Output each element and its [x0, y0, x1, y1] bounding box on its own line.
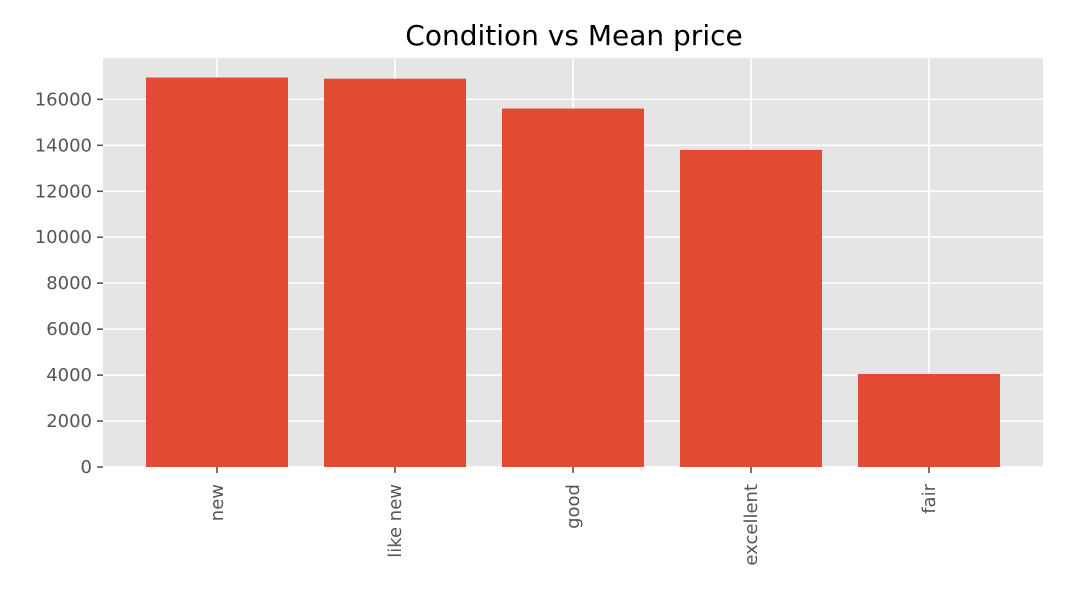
x-axis: new like new good excellent fair [207, 467, 940, 566]
bar-fair [858, 373, 1000, 467]
bar-excellent [680, 149, 822, 468]
x-tick-label: excellent [741, 484, 762, 566]
y-tick-label: 0 [81, 457, 92, 478]
y-tick-label: 2000 [46, 411, 92, 432]
y-tick-label: 4000 [46, 365, 92, 386]
y-tick-label: 14000 [35, 135, 92, 156]
bar-good [502, 108, 644, 467]
x-tick-label: like new [385, 484, 406, 558]
y-tick-label: 10000 [35, 227, 92, 248]
y-tick-label: 12000 [35, 181, 92, 202]
bar-like-new [324, 78, 466, 467]
bar-new [146, 77, 288, 468]
bars [146, 77, 1000, 468]
y-tick-label: 16000 [35, 89, 92, 110]
x-tick-label: good [563, 484, 584, 529]
y-tick-label: 6000 [46, 319, 92, 340]
x-tick-label: new [207, 484, 228, 521]
x-tick-label: fair [919, 483, 940, 513]
y-axis: 0 2000 4000 6000 8000 10000 12000 14000 16000 [35, 89, 103, 478]
chart-title: Condition vs Mean price [405, 19, 742, 52]
y-tick-label: 8000 [46, 273, 92, 294]
